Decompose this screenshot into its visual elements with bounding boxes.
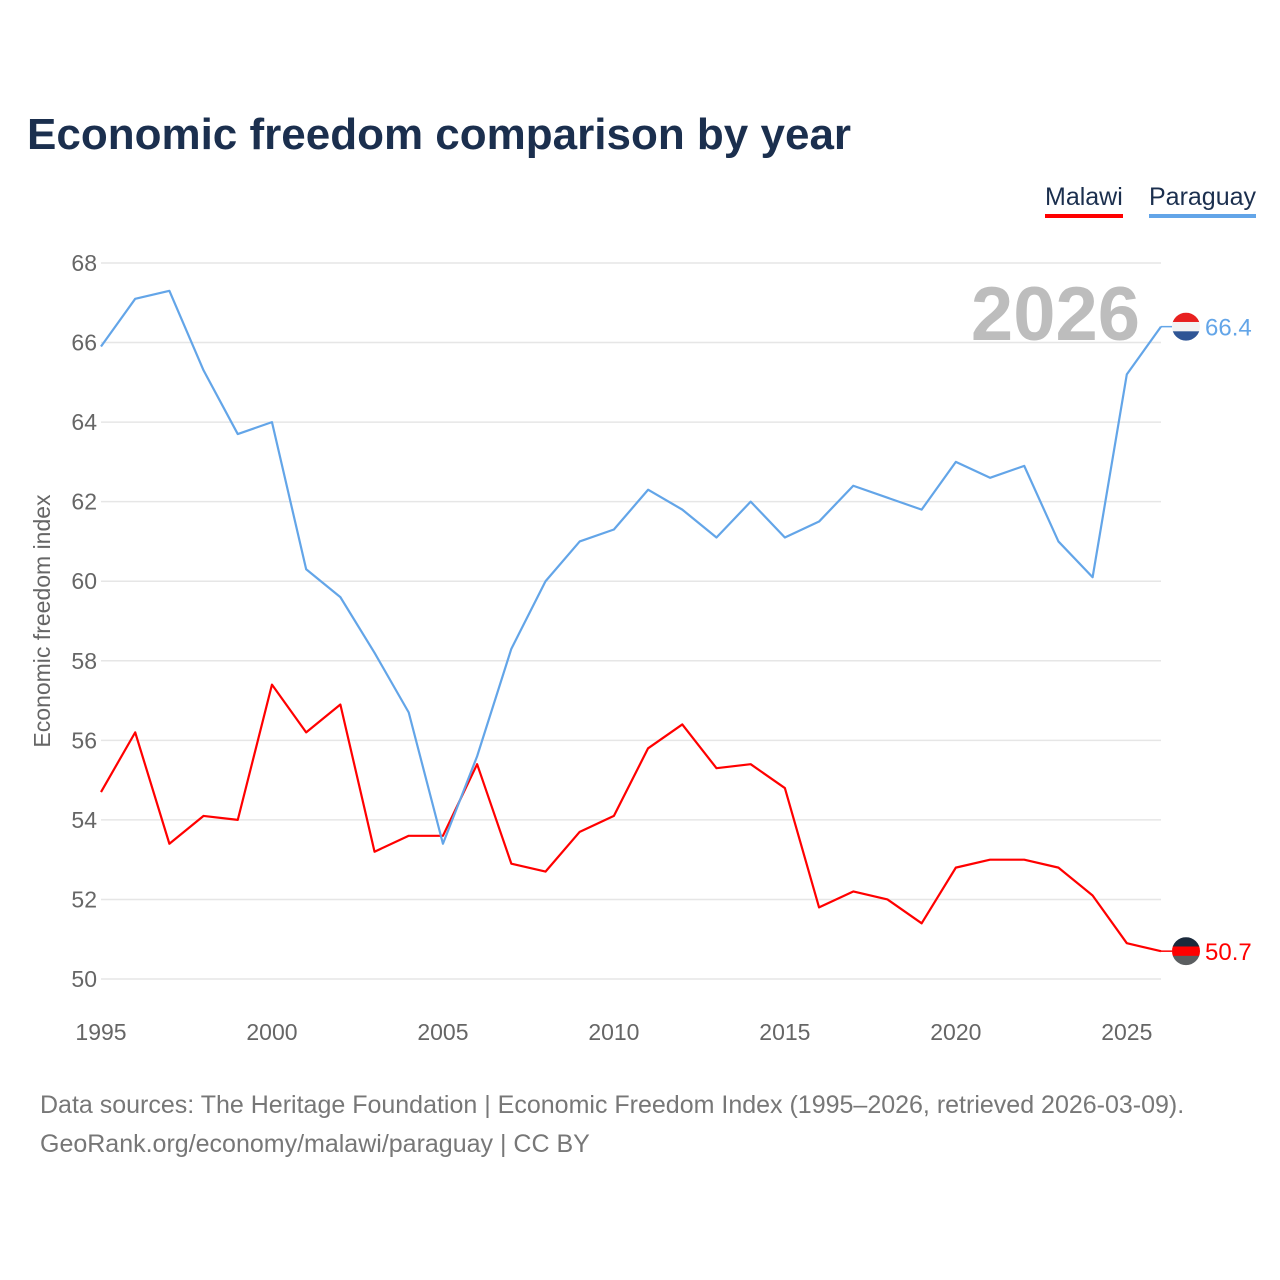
series-line-paraguay [100, 289, 1162, 845]
y-tick-label: 58 [71, 648, 97, 674]
x-tick-label: 2010 [588, 1019, 639, 1045]
y-axis-ticks: 50 52 54 56 58 60 62 64 66 68 [71, 250, 97, 992]
x-tick-label: 2025 [1101, 1019, 1152, 1045]
gridlines [101, 262, 1161, 980]
y-tick-label: 56 [71, 727, 97, 753]
end-value-label-malawi: 50.7 [1205, 939, 1252, 966]
flag-band [1172, 312, 1200, 323]
flag-band [1172, 955, 1200, 966]
flag-band [1172, 946, 1200, 957]
y-tick-label: 50 [71, 966, 97, 992]
source-line-1: Data sources: The Heritage Foundation | … [40, 1091, 1185, 1119]
flag-band [1172, 937, 1200, 947]
y-tick-label: 52 [71, 886, 97, 912]
end-value-label-paraguay: 66.4 [1205, 315, 1252, 342]
flag-paraguay-icon [1172, 312, 1200, 341]
year-watermark: 2026 [971, 272, 1140, 357]
y-tick-label: 60 [71, 568, 97, 594]
flag-malawi-icon [1172, 937, 1200, 966]
y-tick-label: 62 [71, 489, 97, 515]
legend-paraguay[interactable]: Paraguay [1149, 183, 1257, 218]
source-note: Data sources: The Heritage Foundation | … [40, 1086, 1184, 1164]
flag-band [1172, 331, 1200, 341]
y-tick-label: 68 [71, 250, 97, 276]
chart-title: Economic freedom comparison by year [27, 110, 852, 159]
series-line-malawi [100, 683, 1162, 953]
x-tick-label: 2020 [930, 1019, 981, 1045]
flag-band [1172, 321, 1200, 332]
y-tick-label: 64 [71, 409, 97, 435]
source-line-2[interactable]: GeoRank.org/economy/malawi/paraguay | CC… [40, 1130, 590, 1158]
x-axis-ticks: 1995 2000 2005 2010 2015 2020 2025 [75, 1019, 1152, 1045]
x-tick-label: 2005 [417, 1019, 468, 1045]
series-end-markers: 50.7 66.4 [1161, 312, 1252, 966]
series-lines [100, 289, 1162, 953]
legend-malawi[interactable]: Malawi [1045, 183, 1123, 218]
x-tick-label: 1995 [75, 1019, 126, 1045]
x-tick-label: 2015 [759, 1019, 810, 1045]
y-axis-label: Economic freedom index [29, 494, 55, 748]
y-tick-label: 54 [71, 807, 97, 833]
y-tick-label: 66 [71, 330, 97, 356]
x-tick-label: 2000 [246, 1019, 297, 1045]
